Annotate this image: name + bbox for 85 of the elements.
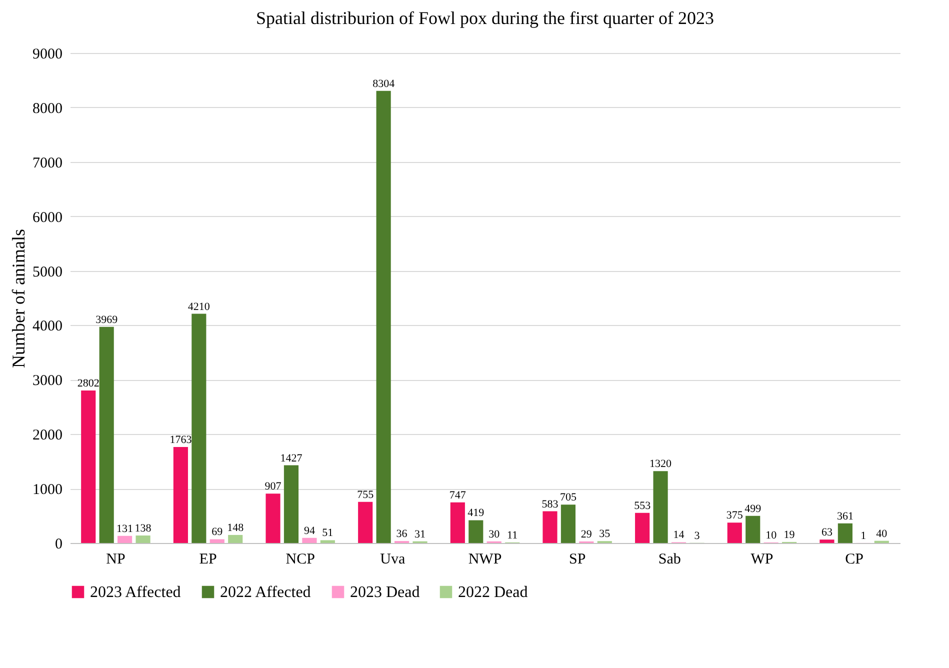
x-tick-label: NP — [106, 552, 126, 568]
data-label: 1763 — [170, 434, 192, 446]
x-tick-label: Uva — [380, 552, 406, 568]
data-label: 361 — [836, 510, 854, 522]
data-label: 10 — [766, 529, 778, 542]
data-label: 63 — [821, 526, 833, 539]
chart-title: Spatial distriburion of Fowl pox during the first quarter of 2023 — [256, 8, 714, 28]
y-tick-label: 4000 — [32, 318, 62, 335]
data-label: 40 — [876, 528, 888, 540]
legend-label: 2023 Affected — [90, 584, 181, 601]
data-label: 19 — [784, 528, 796, 541]
data-label: 4210 — [188, 300, 210, 313]
data-label: 11 — [507, 529, 518, 542]
bar — [266, 494, 280, 543]
data-label: 148 — [227, 522, 244, 534]
bar — [136, 535, 150, 543]
data-label: 1427 — [280, 452, 303, 464]
data-label: 14 — [673, 529, 685, 542]
y-tick-label: 5000 — [32, 264, 62, 280]
y-tick-label: 8000 — [32, 100, 62, 117]
data-label: 3969 — [96, 314, 118, 326]
x-tick-label: Sab — [658, 552, 681, 568]
x-tick-label: WP — [750, 552, 774, 568]
bar — [376, 90, 391, 543]
bar — [118, 536, 132, 543]
data-label: 51 — [322, 527, 334, 540]
data-label: 553 — [634, 500, 652, 512]
bar — [99, 326, 114, 543]
bar — [727, 522, 742, 543]
bar — [820, 540, 834, 543]
bar — [320, 540, 335, 543]
data-label: 35 — [599, 528, 611, 540]
y-axis-title: Number of animals — [8, 229, 28, 368]
data-label: 138 — [134, 522, 152, 534]
bar — [302, 538, 317, 543]
x-tick-label: CP — [845, 552, 864, 568]
bar — [284, 465, 299, 543]
bar — [468, 520, 484, 543]
y-tick-label: 3000 — [32, 373, 62, 390]
data-label: 94 — [304, 524, 316, 537]
data-label: 69 — [212, 526, 224, 538]
y-tick-label: 0 — [55, 536, 62, 552]
bar — [173, 447, 188, 543]
y-tick-label: 9000 — [32, 46, 62, 62]
data-label: 747 — [449, 489, 466, 502]
bar — [653, 471, 668, 543]
data-label: 36 — [396, 528, 408, 540]
data-label: 755 — [357, 488, 374, 501]
y-tick-label: 1000 — [32, 482, 62, 498]
y-tick-label: 7000 — [32, 155, 62, 172]
bar — [358, 502, 373, 543]
y-tick-label: 6000 — [32, 210, 62, 226]
data-label: 1 — [860, 530, 866, 542]
bar — [635, 512, 650, 543]
data-label: 131 — [116, 522, 134, 535]
bar — [838, 523, 852, 543]
data-label: 1320 — [650, 458, 672, 470]
bar — [746, 516, 760, 543]
legend-label: 2022 Dead — [458, 584, 528, 601]
data-label: 8304 — [372, 78, 396, 90]
bar — [210, 539, 224, 543]
data-label: 2802 — [77, 377, 100, 390]
x-tick-label: NWP — [468, 552, 502, 568]
data-label: 29 — [580, 528, 592, 540]
bar — [81, 390, 96, 543]
legend-label: 2022 Affected — [220, 584, 311, 601]
data-label: 583 — [542, 498, 559, 510]
data-label: 30 — [488, 528, 500, 540]
data-label: 3 — [694, 530, 700, 542]
x-tick-label: EP — [199, 552, 217, 568]
bar — [560, 504, 576, 543]
bar — [228, 534, 243, 543]
x-tick-label: SP — [568, 552, 586, 568]
y-tick-label: 2000 — [32, 428, 62, 444]
data-label: 31 — [414, 528, 426, 540]
bar — [450, 502, 465, 543]
x-tick-label: NCP — [286, 552, 315, 568]
legend-label: 2023 Dead — [350, 584, 420, 601]
data-label: 499 — [744, 502, 762, 515]
data-label: 907 — [264, 480, 282, 493]
bar — [542, 511, 558, 543]
data-label: 419 — [468, 507, 485, 520]
data-label: 375 — [726, 510, 744, 522]
bar — [192, 314, 206, 543]
data-label: 705 — [560, 492, 577, 504]
